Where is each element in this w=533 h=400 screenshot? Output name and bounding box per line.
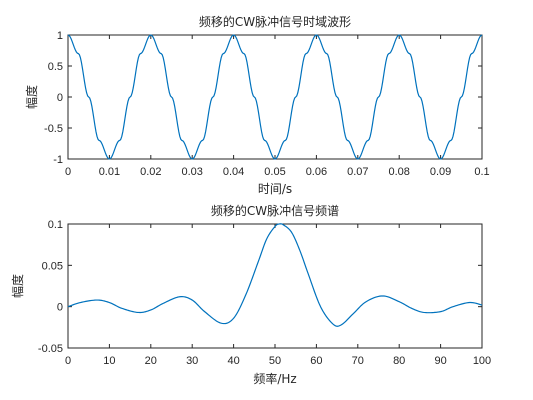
time-domain-xtick-label: 0.09 bbox=[430, 166, 451, 178]
frequency-spectrum-ylabel: 幅度 bbox=[10, 274, 25, 298]
frequency-spectrum-xtick-label: 20 bbox=[145, 355, 157, 367]
time-domain-xtick-label: 0.1 bbox=[474, 166, 489, 178]
frequency-spectrum-xtick-label: 50 bbox=[269, 355, 281, 367]
frequency-spectrum-plot-area bbox=[67, 223, 483, 349]
frequency-spectrum-title: 频移的CW脉冲信号频谱 bbox=[211, 203, 339, 218]
time-domain-xtick-label: 0.03 bbox=[181, 166, 202, 178]
time-domain-ytick-label: 1 bbox=[57, 30, 63, 42]
time-domain-chart: 0 0.01 0.02 0.03 0.04 0.05 0.06 0.07 0.08 0.09 0.1… bbox=[24, 14, 490, 196]
time-domain-series-line bbox=[67, 34, 483, 160]
frequency-spectrum-xlabel: 频率/Hz bbox=[253, 371, 296, 386]
time-domain-xtick-label: 0.04 bbox=[223, 166, 244, 178]
time-domain-ticks: 0 0.01 0.02 0.03 0.04 0.05 0.06 0.07 0.08 0.09 0.1… bbox=[44, 30, 490, 178]
frequency-spectrum-xtick-label: 0 bbox=[65, 355, 71, 367]
frequency-spectrum-xtick-label: 70 bbox=[352, 355, 364, 367]
frequency-spectrum-xtick-label: 80 bbox=[393, 355, 405, 367]
frequency-spectrum-series bbox=[67, 223, 483, 327]
frequency-spectrum-ytick-label: 0.1 bbox=[48, 219, 63, 231]
time-domain-xlabel: 时间/s bbox=[258, 182, 292, 196]
time-domain-ylabel: 幅度 bbox=[24, 85, 39, 109]
frequency-spectrum-ytick-label: -0.05 bbox=[38, 343, 63, 355]
frequency-spectrum-ytick-label: 0 bbox=[57, 302, 63, 314]
frequency-spectrum-xtick-label: 40 bbox=[227, 355, 239, 367]
time-domain-ytick-label: 0 bbox=[57, 92, 63, 104]
time-domain-ytick-label: -0.5 bbox=[44, 123, 63, 135]
time-domain-xtick-label: 0.02 bbox=[140, 166, 161, 178]
time-domain-plot-area bbox=[67, 34, 483, 160]
frequency-spectrum-xtick-label: 90 bbox=[434, 355, 446, 367]
time-domain-ytick-label: 0.5 bbox=[48, 61, 63, 73]
frequency-spectrum-series-line bbox=[67, 223, 483, 327]
time-domain-xtick-label: 0.07 bbox=[347, 166, 368, 178]
time-domain-xtick-label: 0.06 bbox=[306, 166, 327, 178]
time-domain-xtick-label: 0.05 bbox=[264, 166, 285, 178]
time-domain-ytick-label: -1 bbox=[53, 154, 63, 166]
frequency-spectrum-xtick-label: 10 bbox=[103, 355, 115, 367]
time-domain-series bbox=[67, 34, 483, 160]
time-domain-title: 频移的CW脉冲信号时域波形 bbox=[199, 14, 351, 29]
time-domain-xtick-label: 0 bbox=[65, 166, 71, 178]
frequency-spectrum-xtick-label: 100 bbox=[473, 355, 491, 367]
time-domain-xtick-label: 0.08 bbox=[388, 166, 409, 178]
time-domain-xtick-label: 0.01 bbox=[99, 166, 120, 178]
frequency-spectrum-xtick-label: 60 bbox=[310, 355, 322, 367]
frequency-spectrum-xtick-label: 30 bbox=[186, 355, 198, 367]
frequency-spectrum-ytick-label: 0.05 bbox=[42, 260, 63, 272]
